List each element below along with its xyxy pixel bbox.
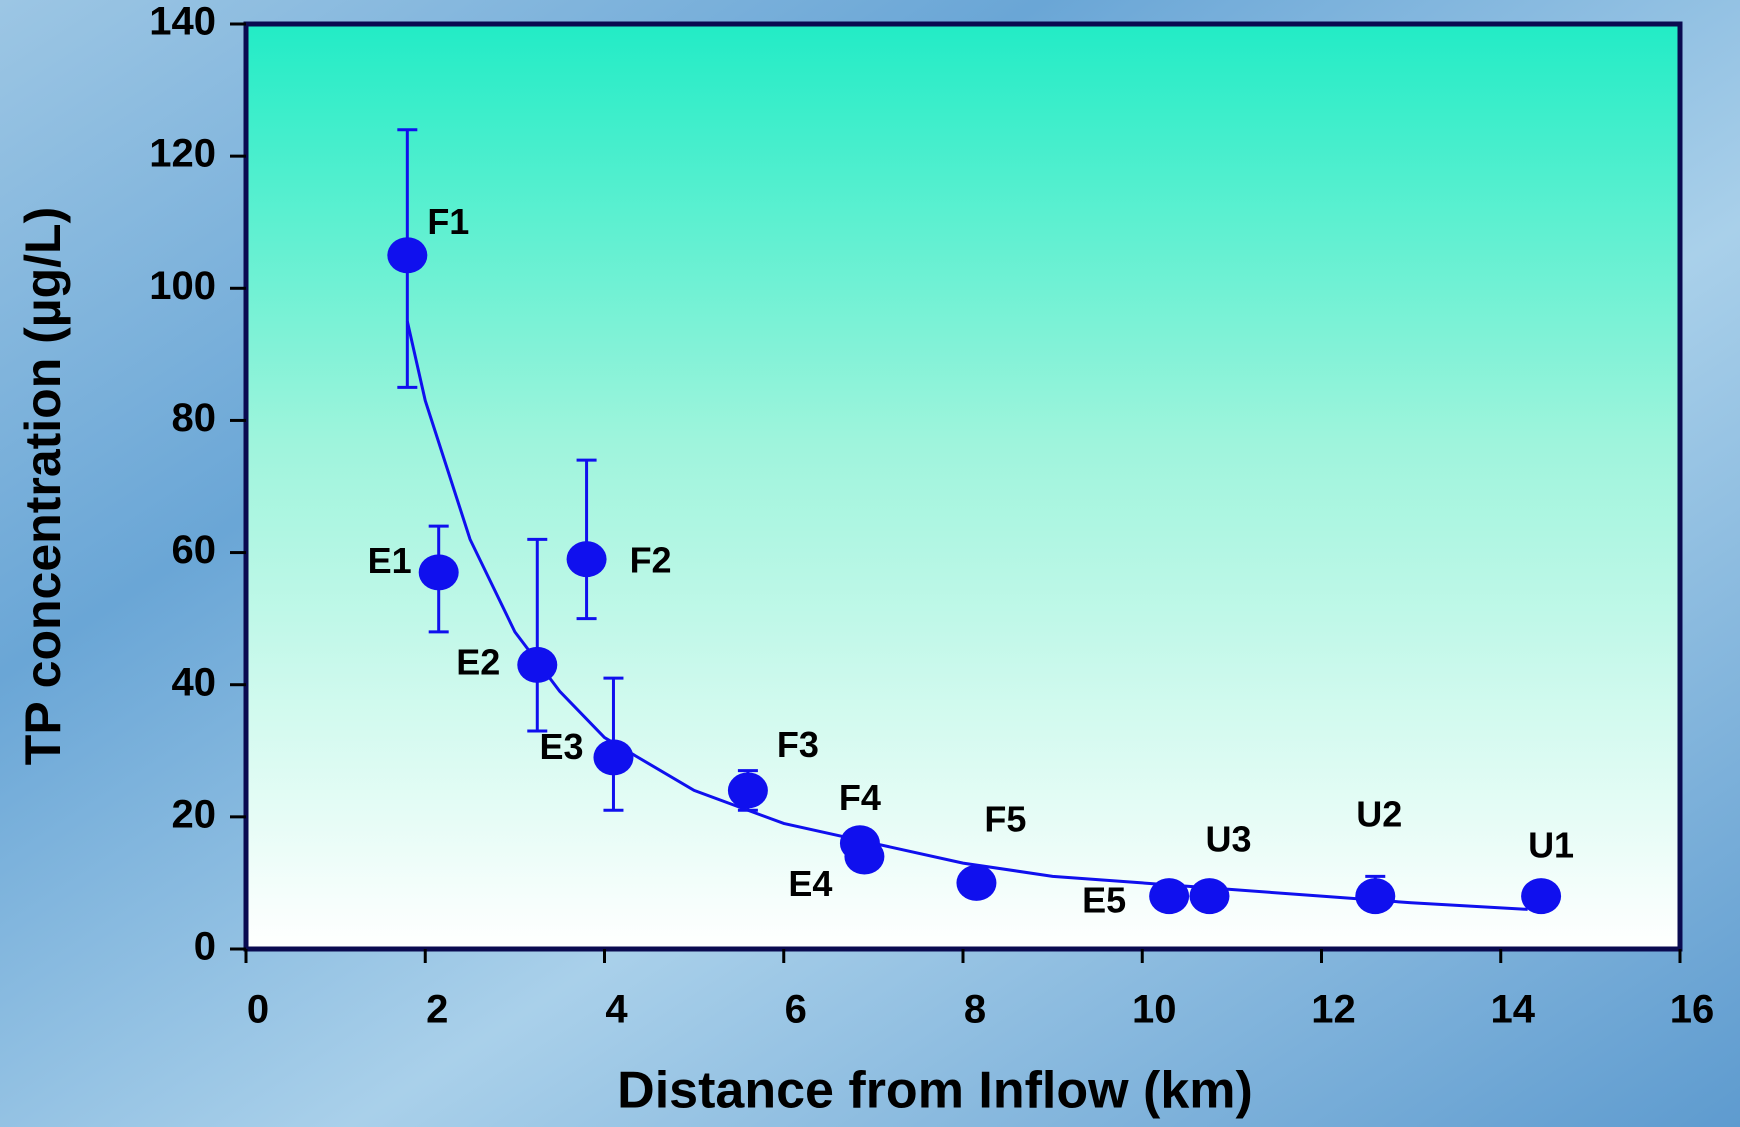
point-label: E3 [539, 726, 583, 767]
y-tick-label: 120 [149, 132, 216, 176]
point-label: U2 [1356, 794, 1402, 835]
point [419, 554, 459, 590]
point-label: E5 [1082, 880, 1126, 921]
point-label: U1 [1528, 825, 1574, 866]
point-label: F1 [427, 201, 469, 242]
chart: Distance from Inflow (km) TP concentrati… [0, 0, 1740, 1127]
point-label: F4 [839, 777, 881, 818]
x-tick-label: 14 [1491, 988, 1536, 1032]
point-label: F5 [984, 798, 1026, 839]
point [844, 839, 884, 875]
point-label: E2 [456, 641, 500, 682]
point [728, 772, 768, 808]
y-tick-label: 140 [149, 0, 216, 44]
point-label: F3 [777, 724, 819, 765]
page: {"chart_data": { "type": "scatter", "xla… [0, 0, 1740, 1127]
y-tick-label: 20 [172, 792, 217, 836]
point-label: E4 [788, 863, 832, 904]
x-tick-label: 12 [1311, 988, 1356, 1032]
point [1355, 878, 1395, 914]
x-tick-label: 16 [1670, 988, 1715, 1032]
x-axis-title: Distance from Inflow (km) [617, 1062, 1253, 1120]
x-tick-label: 10 [1132, 988, 1177, 1032]
y-tick-label: 60 [172, 528, 217, 572]
point [517, 647, 557, 683]
point [1189, 878, 1229, 914]
plot-area [246, 24, 1680, 949]
point [387, 237, 427, 273]
point [956, 865, 996, 901]
y-tick-label: 0 [194, 925, 216, 969]
y-axis-title: TP concentration (µg/L) [15, 207, 71, 765]
point [1521, 878, 1561, 914]
x-tick-label: 4 [605, 988, 628, 1032]
point [593, 739, 633, 775]
x-tick-label: 6 [785, 988, 807, 1032]
y-tick-label: 100 [149, 264, 216, 308]
point-label: F2 [630, 540, 672, 581]
point-label: U3 [1205, 819, 1251, 860]
point [567, 541, 607, 577]
point-label: E1 [368, 540, 412, 581]
x-tick-label: 0 [247, 988, 269, 1032]
x-tick-label: 2 [426, 988, 448, 1032]
x-tick-label: 8 [964, 988, 986, 1032]
y-tick-label: 80 [172, 396, 217, 440]
y-tick-label: 40 [172, 660, 217, 704]
point [1149, 878, 1189, 914]
